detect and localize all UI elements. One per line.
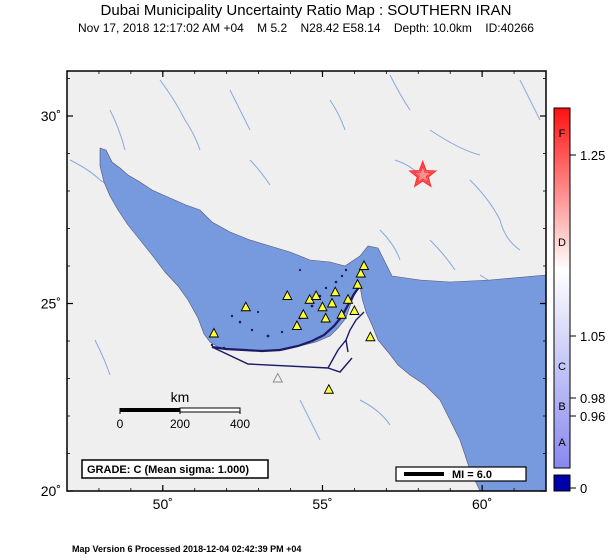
station-triangle-icon [342,293,354,304]
colorbar-level-label: 0.98 [580,391,605,406]
station-triangle-icon [298,308,309,319]
axis-ticks: 30˚ 25˚ 20˚ 50˚ 55˚ 60˚ [41,71,547,512]
scale-unit: km [171,389,190,405]
colorbar-grade-label: C [558,361,566,373]
station-markers [208,260,376,394]
scale-tick-200: 200 [170,417,190,431]
mi-legend-text: MI = 6.0 [452,469,492,481]
colorbar: 0 0.96 0.98 1.05 1.25 A B C D F [553,107,605,496]
scale-bar: km 0 200 400 [117,389,251,431]
station-triangle-icon [329,286,341,297]
mi-legend: MI = 6.0 [395,466,527,482]
lat-tick-label: 30˚ [41,108,61,124]
lon-tick-label: 50˚ [153,496,173,512]
star-icon-inner [412,164,433,184]
star-icon [408,159,438,188]
grade-box: GRADE: C (Mean sigma: 1.000) [81,459,269,479]
scale-tick-0: 0 [117,417,124,431]
station-triangle-icon [310,290,322,300]
station-triangle-icon [323,383,335,394]
station-triangle-icon [320,312,331,323]
uae-coastline [211,285,361,353]
station-triangle-icon [336,308,347,319]
rivers [69,74,541,441]
station-triangle-icon [365,331,376,342]
colorbar-level-label: 1.25 [580,148,605,163]
station-triangle-icon [282,290,293,300]
colorbar-grade-label: F [559,128,566,140]
station-triangle-icon [355,267,367,278]
station-triangle-icon [317,301,328,312]
station-triangle-icon [349,305,360,315]
epicenter-marker [408,159,438,188]
colorbar-level-label: 0 [580,481,587,496]
colorbar-level-label: 0.96 [580,409,605,424]
lon-tick-label: 55˚ [312,496,332,512]
lat-tick-label: 25˚ [41,296,61,312]
colorbar-grade-label: A [558,437,566,449]
station-triangle-icon [291,320,303,330]
lat-tick-label: 20˚ [41,483,61,499]
station-triangle-icon [358,260,370,270]
station-triangle-icon [208,327,220,338]
station-triangle-icon [326,297,338,308]
lon-tick-label: 60˚ [472,496,492,512]
station-triangle-icon [240,301,252,312]
colorbar-level-label: 1.05 [580,329,605,344]
grade-text: GRADE: C (Mean sigma: 1.000) [87,464,249,476]
event-info: Nov 17, 2018 12:17:02 AM +04 M 5.2 N28.4… [78,21,534,35]
station-triangle-icon [352,278,363,289]
map-frame [66,70,547,492]
map-title: Dubai Municipality Uncertainty Ratio Map… [100,2,512,19]
country-boundary [211,311,365,373]
scale-tick-400: 400 [230,417,250,431]
colorbar-grade-label: D [558,237,566,249]
colorbar-grade-label: B [558,401,565,413]
station-triangle-icon [272,372,284,383]
map-version-footer: Map Version 6 Processed 2018-12-04 02:42… [72,544,302,554]
